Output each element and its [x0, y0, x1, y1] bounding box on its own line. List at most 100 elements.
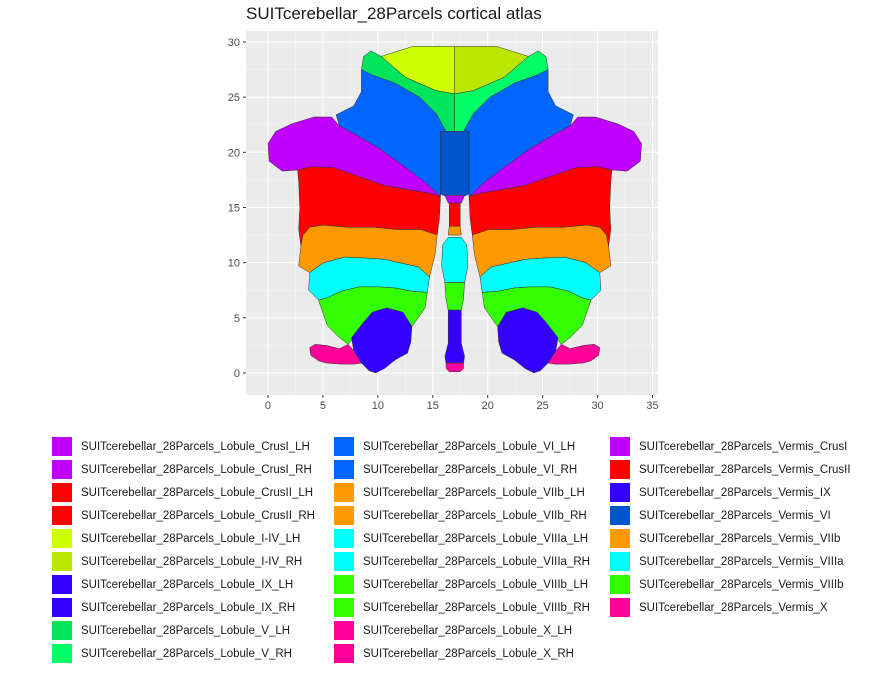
y-tick-label: 15 [228, 202, 240, 214]
legend-label: SUITcerebellar_28Parcels_Lobule_CrusII_R… [81, 509, 315, 522]
legend-label: SUITcerebellar_28Parcels_Lobule_I-IV_LH [81, 532, 301, 545]
legend-item: SUITcerebellar_28Parcels_Vermis_VIIIa [610, 550, 844, 573]
legend-label: SUITcerebellar_28Parcels_Lobule_V_LH [81, 624, 291, 637]
legend-label: SUITcerebellar_28Parcels_Lobule_CrusI_RH [81, 463, 312, 476]
legend-key [52, 644, 72, 663]
legend-label: SUITcerebellar_28Parcels_Vermis_CrusII [639, 463, 851, 476]
x-tick-label: 20 [482, 400, 494, 412]
x-tick-label: 0 [265, 400, 271, 412]
legend-key [52, 506, 72, 525]
legend-label: SUITcerebellar_28Parcels_Vermis_VIIIb [639, 578, 844, 591]
legend-key [52, 529, 72, 548]
legend-label: SUITcerebellar_28Parcels_Lobule_VI_RH [363, 463, 578, 476]
legend-label: SUITcerebellar_28Parcels_Vermis_VI [639, 509, 831, 522]
legend-item: SUITcerebellar_28Parcels_Vermis_IX [610, 481, 831, 504]
legend-key [334, 506, 354, 525]
legend-key [52, 621, 72, 640]
atlas-regions [267, 46, 642, 374]
region-vermis_crusii [449, 202, 461, 227]
legend-key [610, 575, 630, 594]
legend-key [334, 644, 354, 663]
legend-key [610, 506, 630, 525]
y-axis: 0 5 10 15 20 25 30 [228, 37, 246, 380]
legend-item: SUITcerebellar_28Parcels_Lobule_X_RH [334, 642, 574, 665]
legend-label: SUITcerebellar_28Parcels_Lobule_VIIIb_LH [363, 578, 589, 591]
legend-label: SUITcerebellar_28Parcels_Lobule_I-IV_RH [81, 555, 303, 568]
legend-item: SUITcerebellar_28Parcels_Lobule_CrusI_LH [52, 435, 310, 458]
legend-key [334, 598, 354, 617]
legend-item: SUITcerebellar_28Parcels_Lobule_I-IV_LH [52, 527, 300, 550]
legend-label: SUITcerebellar_28Parcels_Lobule_IX_LH [81, 578, 294, 591]
legend-item: SUITcerebellar_28Parcels_Lobule_VIIIb_LH [334, 573, 588, 596]
legend-item: SUITcerebellar_28Parcels_Lobule_X_LH [334, 619, 572, 642]
y-tick-label: 25 [228, 92, 240, 104]
legend-label: SUITcerebellar_28Parcels_Lobule_CrusI_LH [81, 440, 310, 453]
x-tick-label: 35 [646, 400, 658, 412]
legend-label: SUITcerebellar_28Parcels_Vermis_CrusI [639, 440, 848, 453]
legend-label: SUITcerebellar_28Parcels_Lobule_IX_RH [81, 601, 296, 614]
legend-label: SUITcerebellar_28Parcels_Lobule_VIIIa_LH [363, 532, 589, 545]
legend-label: SUITcerebellar_28Parcels_Lobule_VIIb_RH [363, 509, 587, 522]
legend-key [610, 460, 630, 479]
legend-key [52, 598, 72, 617]
legend-item: SUITcerebellar_28Parcels_Lobule_VIIIa_LH [334, 527, 588, 550]
legend-label: SUITcerebellar_28Parcels_Lobule_X_RH [363, 647, 574, 660]
legend-label: SUITcerebellar_28Parcels_Lobule_VIIIa_RH [363, 555, 590, 568]
region-vermis_viiib [444, 282, 465, 311]
atlas-chart: 0 5 10 15 20 25 30 35 0 5 10 15 20 25 30 [228, 31, 659, 412]
legend-key [334, 529, 354, 548]
region-vermis_viib [447, 225, 462, 236]
legend-item: SUITcerebellar_28Parcels_Vermis_CrusII [610, 458, 851, 481]
legend-item: SUITcerebellar_28Parcels_Lobule_VI_RH [334, 458, 577, 481]
legend-item: SUITcerebellar_28Parcels_Lobule_CrusI_RH [52, 458, 312, 481]
legend-item: SUITcerebellar_28Parcels_Vermis_X [610, 596, 828, 619]
legend-item: SUITcerebellar_28Parcels_Vermis_CrusI [610, 435, 847, 458]
legend-label: SUITcerebellar_28Parcels_Lobule_VIIb_LH [363, 486, 585, 499]
legend-key [610, 483, 630, 502]
legend-item: SUITcerebellar_28Parcels_Lobule_V_RH [52, 642, 292, 665]
x-tick-label: 25 [537, 400, 549, 412]
legend-item: SUITcerebellar_28Parcels_Lobule_IX_RH [52, 596, 295, 619]
legend-item: SUITcerebellar_28Parcels_Lobule_V_LH [52, 619, 290, 642]
region-vermis_crusi [444, 195, 465, 204]
legend-key [334, 460, 354, 479]
legend-label: SUITcerebellar_28Parcels_Vermis_VIIIa [639, 555, 844, 568]
region-vermis_x [445, 362, 464, 373]
legend-item: SUITcerebellar_28Parcels_Lobule_IX_LH [52, 573, 293, 596]
legend-item: SUITcerebellar_28Parcels_Lobule_VIIIa_RH [334, 550, 590, 573]
legend-item: SUITcerebellar_28Parcels_Lobule_VIIb_RH [334, 504, 587, 527]
legend-item: SUITcerebellar_28Parcels_Lobule_VIIIb_RH [334, 596, 590, 619]
region-vermis_viiia [441, 237, 469, 283]
legend-label: SUITcerebellar_28Parcels_Vermis_IX [639, 486, 831, 499]
x-tick-label: 30 [591, 400, 603, 412]
y-tick-label: 30 [228, 37, 240, 49]
region-vermis_vi [440, 131, 470, 198]
x-tick-label: 5 [320, 400, 326, 412]
x-tick-label: 15 [427, 400, 439, 412]
y-tick-label: 5 [234, 313, 240, 325]
legend-item: SUITcerebellar_28Parcels_Lobule_VI_LH [334, 435, 575, 458]
legend-item: SUITcerebellar_28Parcels_Lobule_CrusII_L… [52, 481, 313, 504]
legend-item: SUITcerebellar_28Parcels_Vermis_VI [610, 504, 831, 527]
x-tick-label: 10 [372, 400, 384, 412]
legend-key [52, 483, 72, 502]
legend-key [52, 437, 72, 456]
y-tick-label: 0 [234, 368, 240, 380]
legend-key [610, 529, 630, 548]
legend-label: SUITcerebellar_28Parcels_Lobule_X_LH [363, 624, 573, 637]
legend-label: SUITcerebellar_28Parcels_Lobule_VI_LH [363, 440, 576, 453]
legend-key [334, 437, 354, 456]
legend-label: SUITcerebellar_28Parcels_Lobule_VIIIb_RH [363, 601, 590, 614]
x-axis: 0 5 10 15 20 25 30 35 [265, 395, 659, 412]
legend-label: SUITcerebellar_28Parcels_Lobule_CrusII_L… [81, 486, 314, 499]
legend-key [334, 621, 354, 640]
legend-key [52, 552, 72, 571]
y-tick-label: 10 [228, 258, 240, 270]
legend-key [52, 460, 72, 479]
legend-item: SUITcerebellar_28Parcels_Vermis_VIIb [610, 527, 840, 550]
legend-key [610, 552, 630, 571]
legend-item: SUITcerebellar_28Parcels_Lobule_VIIb_LH [334, 481, 585, 504]
legend-label: SUITcerebellar_28Parcels_Vermis_VIIb [639, 532, 841, 545]
legend-key [610, 598, 630, 617]
legend-key [334, 483, 354, 502]
